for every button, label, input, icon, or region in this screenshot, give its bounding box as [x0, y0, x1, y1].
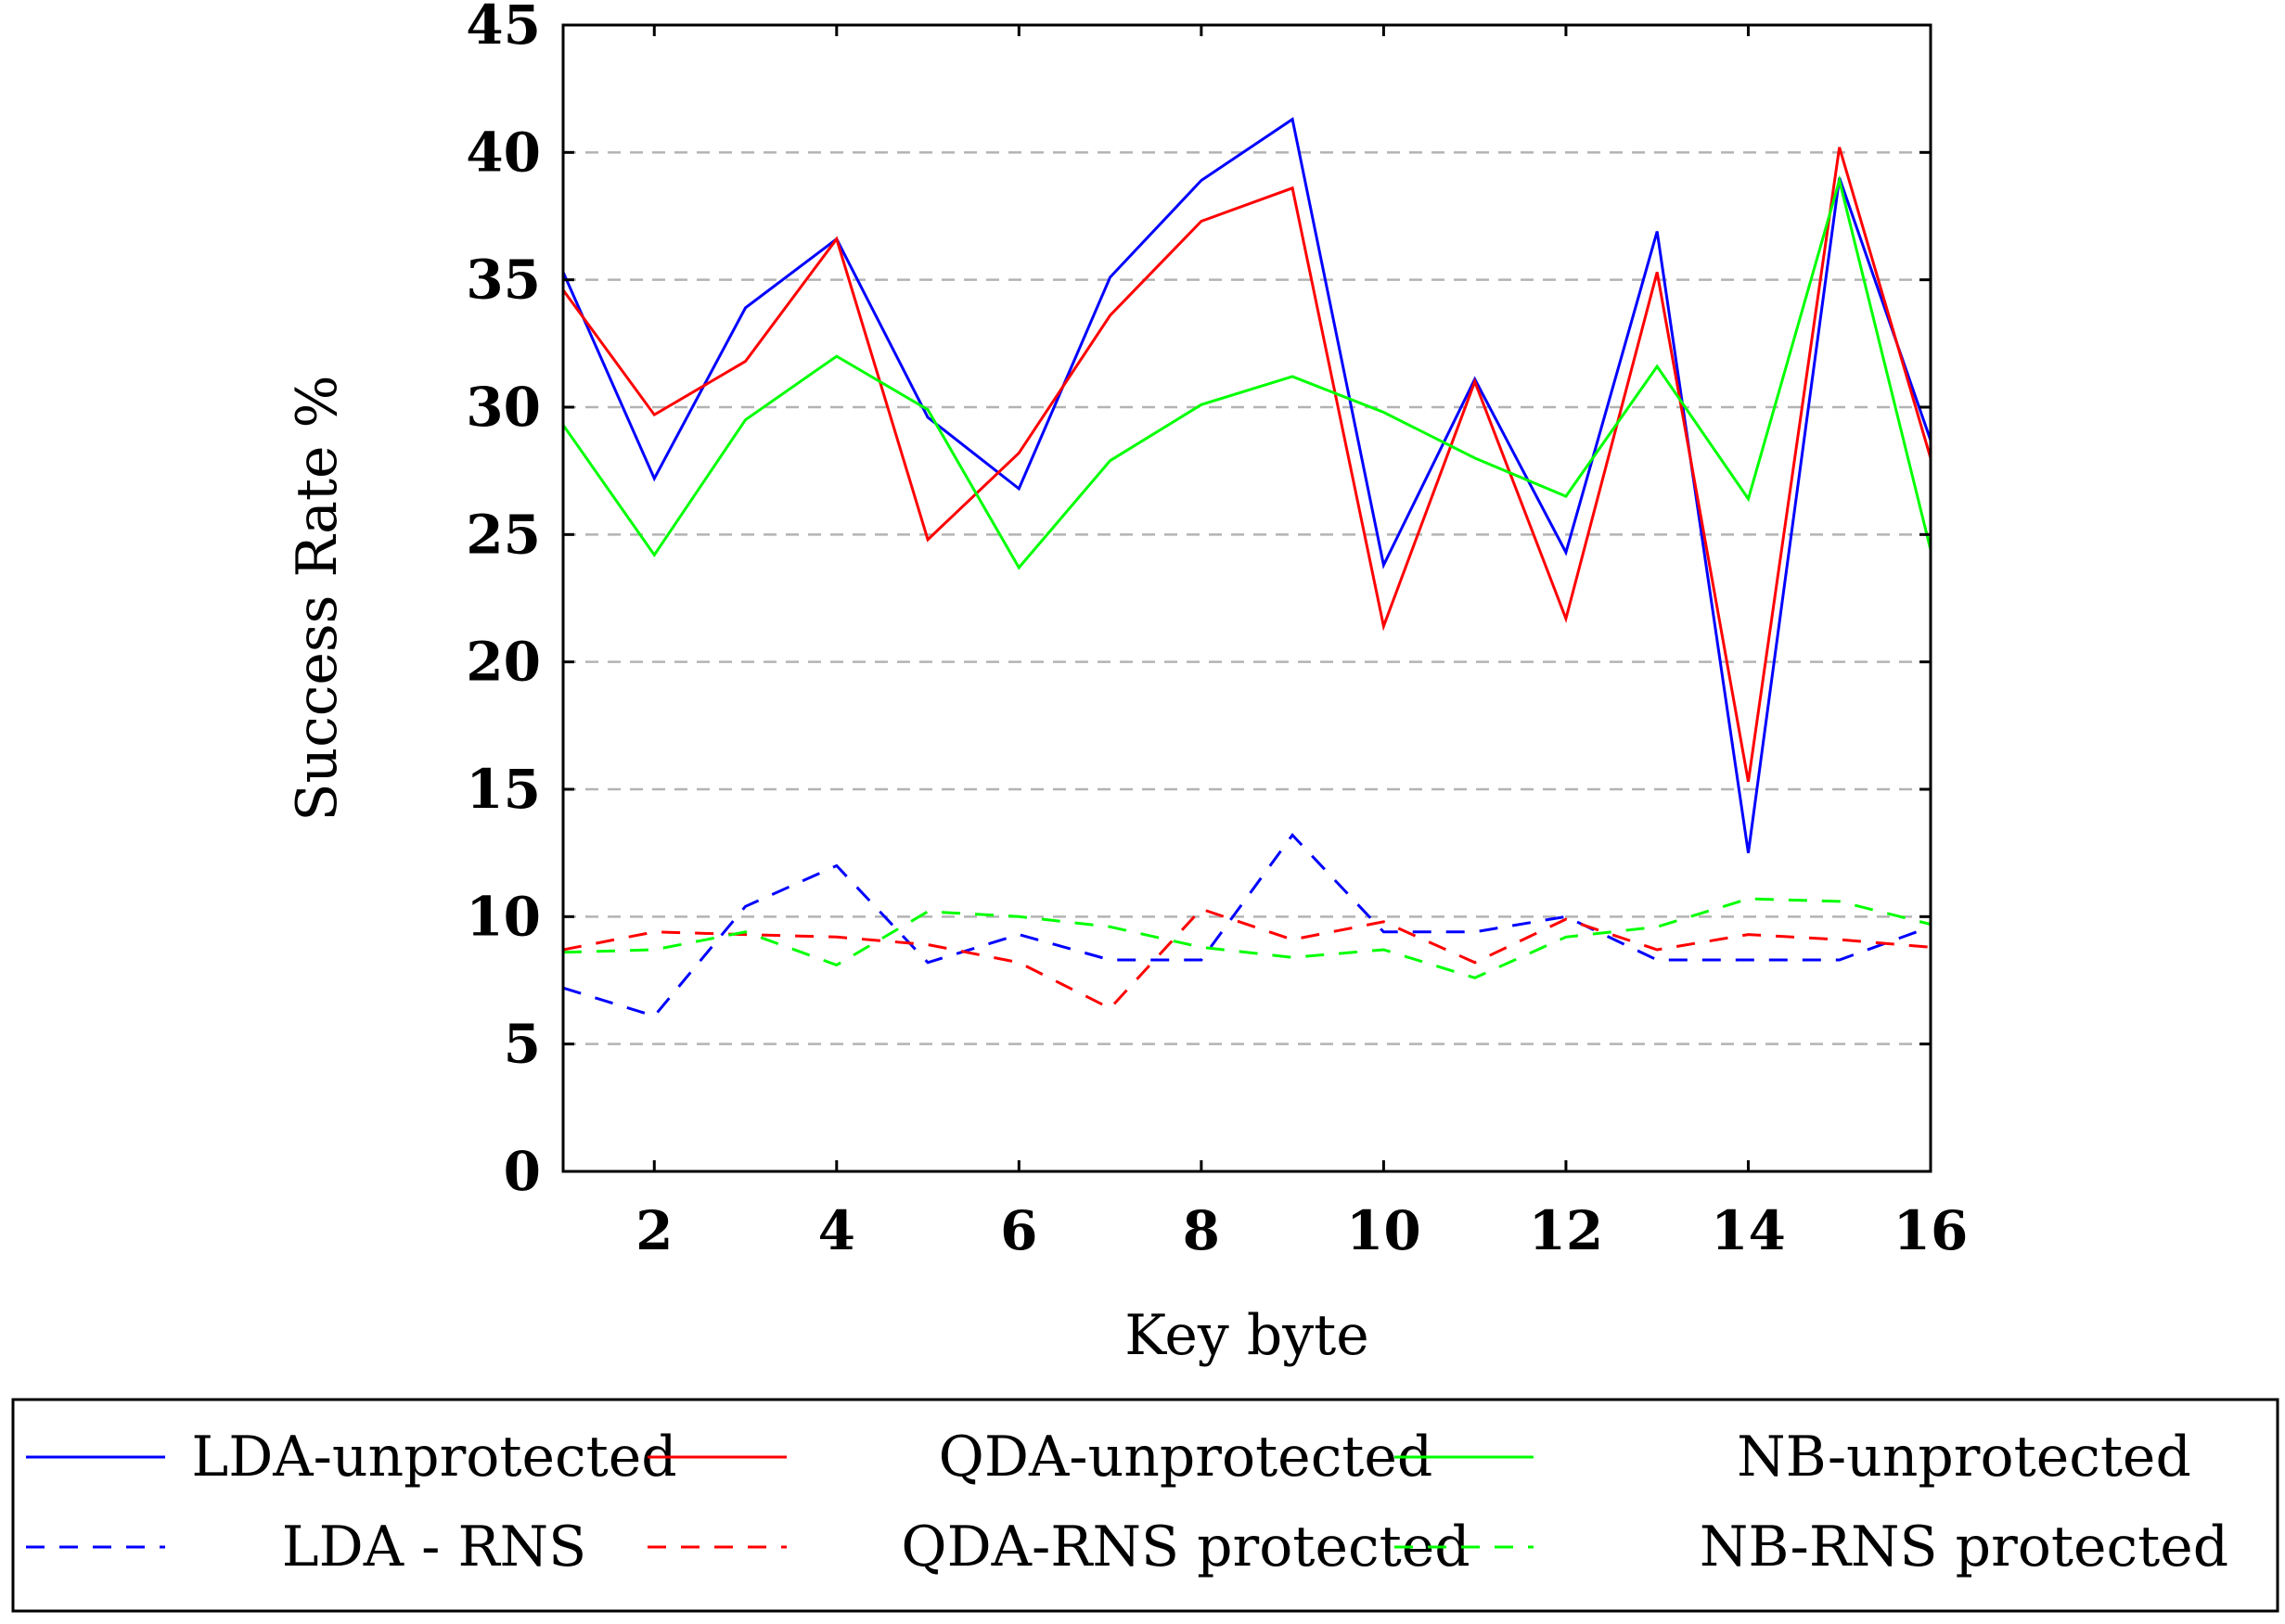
grid-lines [563, 151, 1931, 1045]
series-line-nb-rns-protected [563, 897, 1931, 979]
y-tick-label: 15 [466, 758, 541, 821]
series-line-lda-rns [563, 833, 1931, 1018]
y-tick-label: 40 [466, 121, 541, 184]
legend-frame [11, 1398, 2279, 1613]
legend-label: QDA-unprotected [939, 1425, 1433, 1490]
x-tick-label: 6 [1000, 1199, 1037, 1262]
plot-area-frame [561, 23, 1932, 1173]
series-lines [563, 117, 1931, 1018]
x-axis-title: Key byte [1124, 1303, 1369, 1368]
y-tick-label: 30 [466, 376, 541, 439]
series-line-qda-rns-protected [563, 907, 1931, 1011]
legend-label: LDA-unprotected [191, 1425, 676, 1490]
legend-label: NB-RNS protected [1700, 1515, 2228, 1579]
y-tick-label: 20 [466, 631, 541, 694]
x-tick-label: 8 [1183, 1199, 1220, 1262]
legend: LDA-unprotected QDA-unprotected NB-unprote… [11, 1398, 2279, 1613]
x-tick-label: 4 [818, 1199, 855, 1262]
y-axis-ticks: 0 5 10 15 20 25 30 35 40 45 [466, 0, 1931, 1203]
y-tick-label: 35 [466, 249, 541, 312]
y-tick-label: 25 [466, 503, 541, 566]
x-tick-label: 2 [635, 1199, 673, 1262]
x-tick-label: 12 [1529, 1199, 1604, 1262]
legend-entries: LDA-unprotected QDA-unprotected NB-unprote… [26, 1425, 2228, 1579]
y-tick-label: 10 [466, 885, 541, 948]
legend-label: LDA - RNS [282, 1515, 586, 1579]
y-tick-label: 45 [466, 0, 541, 57]
y-axis-title: Success Rate % [285, 375, 350, 821]
x-tick-label: 16 [1893, 1199, 1969, 1262]
y-tick-label: 0 [504, 1140, 541, 1203]
series-line-nb-unprotected [563, 174, 1931, 570]
y-tick-label: 5 [504, 1013, 541, 1076]
x-tick-label: 14 [1711, 1199, 1786, 1262]
series-line-qda-unprotected [563, 147, 1931, 783]
legend-label: NB-unprotected [1737, 1425, 2191, 1490]
legend-label: QDA-RNS protected [901, 1515, 1470, 1579]
x-tick-label: 10 [1346, 1199, 1421, 1262]
series-line-lda-unprotected [563, 117, 1931, 853]
x-axis-ticks: 2 4 6 8 10 12 14 16 [635, 25, 1968, 1262]
